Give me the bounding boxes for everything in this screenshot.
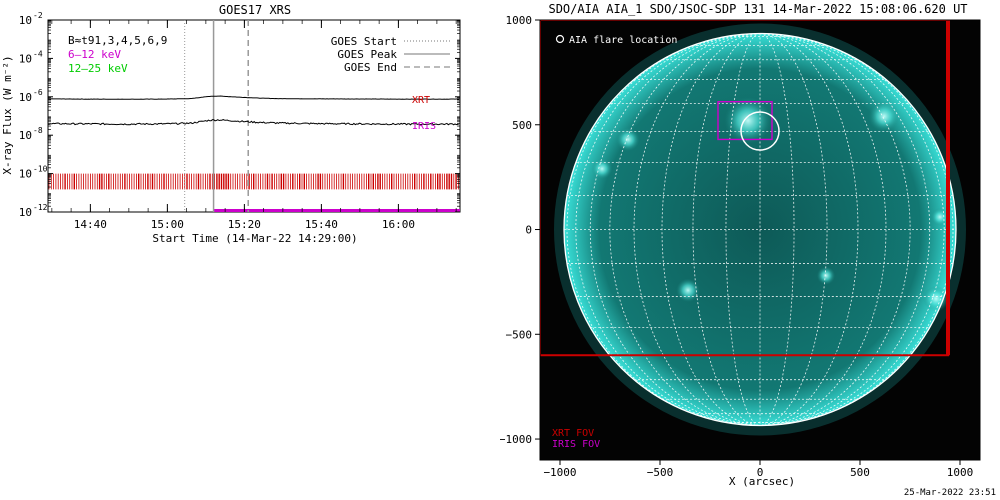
footer-timestamp: 25-Mar-2022 23:51 [903, 488, 996, 498]
x-tick-label: 16:00 [382, 218, 415, 231]
bright-region [724, 97, 772, 144]
y-tick-exponent: -2 [33, 11, 43, 20]
y-tick-base: 10 [19, 91, 32, 104]
legend-label: GOES End [344, 61, 397, 74]
longitude-line [759, 33, 887, 426]
longitude-line [759, 33, 911, 426]
top-left-label: 6–12 keV [68, 48, 121, 61]
x-tick-label: 500 [850, 466, 870, 479]
y-tick-label: −1000 [500, 433, 532, 446]
top-left-label: B≈t91,3,4,5,6,9 [68, 34, 167, 47]
x-tick-label: −500 [647, 466, 674, 479]
goes-chart-title: GOES17 XRS [219, 3, 291, 17]
legend-label: GOES Start [331, 35, 397, 48]
fov-legend-label: XRT FOV [552, 428, 594, 439]
longitude-line [759, 33, 945, 426]
flux-series-line [47, 119, 460, 126]
x-tick-label: 0 [757, 466, 764, 479]
longitude-line [661, 33, 761, 426]
x-tick-label: 15:00 [151, 218, 184, 231]
flare-legend-label: AIA flare location [569, 35, 677, 46]
y-tick-exponent: -6 [33, 88, 43, 97]
bright-region [676, 278, 700, 302]
y-tick-exponent: -10 [33, 165, 48, 174]
legend-label: GOES Peak [337, 48, 397, 61]
y-tick-label: 0 [525, 224, 532, 237]
x-tick-label: −1000 [543, 466, 576, 479]
bright-region [816, 266, 836, 285]
flux-series-line [47, 95, 459, 100]
y-tick-base: 10 [19, 14, 32, 27]
y-tick-label: 1000 [506, 14, 533, 27]
x-tick-label: 15:40 [305, 218, 338, 231]
y-tick-exponent: -8 [33, 126, 43, 135]
y-tick-base: 10 [19, 52, 32, 65]
y-tick-exponent: -4 [33, 49, 43, 58]
longitude-line [759, 33, 828, 426]
solar-limb [563, 32, 957, 427]
longitude-line [633, 33, 761, 426]
bright-region [591, 158, 613, 180]
iris-fov-box [717, 101, 773, 141]
bright-region [616, 127, 640, 152]
bright-region [923, 285, 949, 312]
helio-grid [564, 33, 956, 426]
flare-location-circle [740, 111, 780, 151]
aia-chart-title: SDO/AIA AIA_1 SDO/JSOC-SDP 131 14-Mar-20… [548, 2, 967, 16]
longitude-line [725, 33, 761, 426]
longitude-line [692, 33, 761, 426]
top-left-label: 12–25 keV [68, 62, 128, 75]
x-tick-label: 1000 [947, 466, 974, 479]
longitude-line [566, 33, 761, 426]
y-tick-label: 500 [512, 119, 532, 132]
bright-region [930, 207, 950, 227]
longitude-line [759, 33, 954, 426]
y-tick-label: −500 [506, 328, 533, 341]
longitude-line [575, 33, 761, 426]
series-label: IRIS [412, 121, 436, 132]
aia-map-chart: SDO/AIA AIA_1 SDO/JSOC-SDP 131 14-Mar-20… [500, 2, 981, 488]
x-tick-label: 15:20 [228, 218, 261, 231]
series-label: XRT [412, 95, 430, 106]
y-tick-base: 10 [19, 206, 32, 219]
goes-x-axis-label: Start Time (14-Mar-22 14:29:00) [152, 232, 357, 245]
aia-image-layer [540, 20, 966, 436]
x-tick-label: 14:40 [74, 218, 107, 231]
longitude-line [609, 33, 761, 426]
flare-legend-circle [555, 34, 565, 44]
longitude-line [759, 33, 859, 426]
aia-x-axis-label: X (arcsec) [729, 475, 795, 488]
goes-xrs-chart: GOES17 XRS X-ray Flux (W m⁻²) Start Time… [1, 3, 461, 245]
y-tick-exponent: -12 [33, 203, 48, 212]
fov-legend-label: IRIS FOV [552, 439, 600, 450]
y-tick-base: 10 [19, 168, 32, 181]
y-tick-base: 10 [19, 129, 32, 142]
bright-region [868, 100, 900, 132]
longitude-line [759, 33, 795, 426]
goes-y-axis-label: X-ray Flux (W m⁻²) [1, 55, 14, 174]
